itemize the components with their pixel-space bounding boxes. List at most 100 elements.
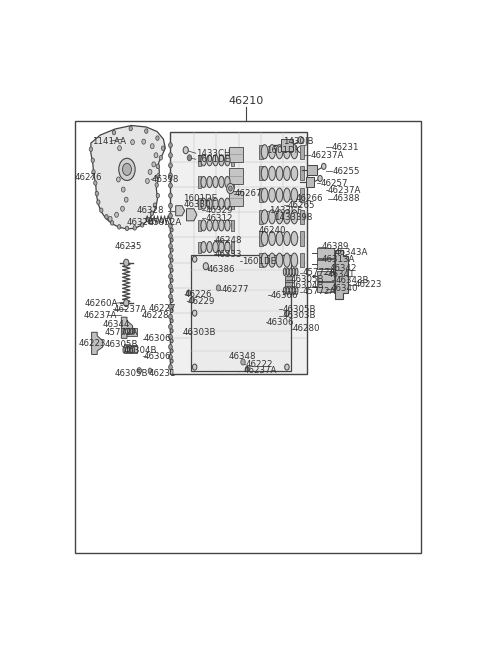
Text: 46306: 46306: [144, 334, 171, 343]
Polygon shape: [92, 332, 103, 354]
Text: 46223: 46223: [355, 280, 382, 290]
Ellipse shape: [269, 253, 276, 267]
Text: 45772A: 45772A: [105, 328, 138, 337]
Circle shape: [241, 359, 245, 365]
Bar: [231, 198, 234, 209]
Text: 46305B: 46305B: [104, 340, 138, 349]
Text: 1430JB: 1430JB: [283, 137, 314, 145]
Ellipse shape: [130, 328, 132, 334]
Circle shape: [161, 146, 165, 151]
Circle shape: [100, 208, 103, 212]
Ellipse shape: [201, 176, 206, 187]
Polygon shape: [186, 209, 197, 221]
Bar: [307, 165, 317, 176]
Circle shape: [170, 248, 173, 252]
Circle shape: [168, 163, 172, 168]
Ellipse shape: [213, 176, 218, 187]
Text: 46280: 46280: [292, 324, 320, 333]
Ellipse shape: [225, 198, 230, 209]
Text: 1601DK: 1601DK: [266, 145, 300, 155]
Text: 46227: 46227: [148, 303, 176, 312]
Text: 1601DE: 1601DE: [196, 155, 230, 164]
Text: 46326: 46326: [126, 218, 154, 227]
Circle shape: [168, 365, 172, 369]
Text: 1141AA: 1141AA: [92, 137, 126, 145]
Bar: [228, 168, 243, 183]
Circle shape: [95, 191, 98, 196]
Ellipse shape: [291, 210, 298, 224]
Ellipse shape: [207, 242, 212, 253]
Ellipse shape: [125, 328, 128, 334]
Bar: [259, 253, 263, 267]
Text: 46343A: 46343A: [335, 248, 368, 257]
Ellipse shape: [213, 220, 218, 231]
Text: 46342: 46342: [329, 264, 357, 272]
Ellipse shape: [283, 287, 286, 295]
Ellipse shape: [284, 210, 290, 224]
Circle shape: [170, 319, 173, 323]
Polygon shape: [176, 206, 185, 215]
Text: 46276: 46276: [75, 174, 102, 183]
Ellipse shape: [219, 198, 224, 209]
Ellipse shape: [269, 210, 276, 224]
Circle shape: [144, 129, 148, 134]
Circle shape: [170, 258, 173, 262]
Circle shape: [159, 155, 163, 160]
Circle shape: [122, 163, 132, 176]
Ellipse shape: [284, 166, 290, 181]
Bar: [198, 176, 202, 187]
Bar: [300, 210, 304, 224]
Text: 46305B: 46305B: [282, 305, 315, 314]
Text: 45772A: 45772A: [302, 288, 336, 297]
Ellipse shape: [276, 210, 283, 224]
Text: 46398: 46398: [151, 175, 179, 184]
Ellipse shape: [284, 253, 290, 267]
Ellipse shape: [284, 188, 290, 202]
Text: 46303B: 46303B: [183, 328, 216, 337]
Ellipse shape: [125, 347, 128, 353]
Ellipse shape: [269, 166, 276, 181]
Ellipse shape: [132, 328, 135, 334]
Ellipse shape: [225, 155, 230, 166]
Text: 46388: 46388: [333, 194, 360, 203]
Text: 46255: 46255: [332, 167, 360, 176]
Circle shape: [168, 304, 172, 309]
Text: 46386: 46386: [208, 265, 236, 274]
Ellipse shape: [276, 253, 283, 267]
Circle shape: [142, 139, 145, 144]
Text: 46265: 46265: [288, 200, 315, 210]
Ellipse shape: [123, 347, 125, 353]
Circle shape: [228, 186, 232, 191]
Circle shape: [168, 324, 172, 329]
Ellipse shape: [261, 166, 268, 181]
Text: 46248: 46248: [215, 236, 242, 245]
Circle shape: [168, 253, 172, 259]
Circle shape: [170, 299, 173, 303]
Bar: [75, 121, 421, 553]
Circle shape: [96, 200, 100, 204]
Text: 46304B: 46304B: [290, 282, 324, 290]
Ellipse shape: [276, 145, 283, 159]
Ellipse shape: [219, 176, 224, 187]
Ellipse shape: [292, 268, 295, 276]
Circle shape: [168, 143, 172, 147]
Circle shape: [186, 290, 191, 296]
Ellipse shape: [269, 145, 276, 159]
Circle shape: [168, 203, 172, 208]
Circle shape: [115, 212, 119, 217]
Bar: [231, 242, 234, 253]
Bar: [228, 191, 243, 206]
Ellipse shape: [295, 268, 298, 276]
Circle shape: [117, 177, 120, 182]
Circle shape: [168, 244, 172, 248]
Text: 46306: 46306: [266, 318, 294, 327]
Text: 1433398: 1433398: [274, 214, 312, 222]
Text: 46237A: 46237A: [328, 185, 361, 195]
Circle shape: [146, 217, 150, 222]
Circle shape: [145, 178, 149, 183]
Bar: [170, 132, 307, 373]
Text: 46333: 46333: [215, 250, 242, 259]
Circle shape: [192, 310, 197, 316]
Bar: [124, 328, 137, 336]
Circle shape: [91, 158, 95, 162]
